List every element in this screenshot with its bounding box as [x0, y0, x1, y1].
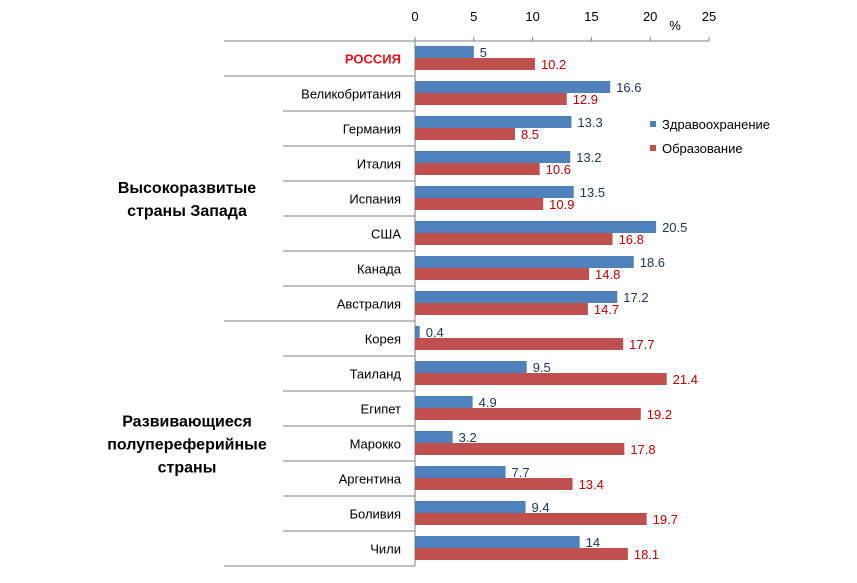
- bar-health: [415, 431, 453, 443]
- bar-education: [415, 233, 613, 245]
- bar-health: [415, 466, 506, 478]
- data-label-education: 8.5: [521, 127, 539, 142]
- bar-health: [415, 291, 618, 303]
- data-label-education: 21.4: [673, 372, 698, 387]
- data-label-education: 10.2: [541, 57, 566, 72]
- legend-label: Здравоохранение: [662, 117, 770, 132]
- group-label: Высокоразвитые страны Запада: [118, 180, 256, 220]
- bar-education: [415, 128, 515, 140]
- data-label-education: 12.9: [573, 92, 598, 107]
- data-label-education: 16.8: [619, 232, 644, 247]
- bar-education: [415, 513, 647, 525]
- data-label-health: 13.5: [580, 185, 605, 200]
- group-label-line: страны Запада: [127, 203, 247, 220]
- bar-education: [415, 408, 641, 420]
- x-tick-label: 20: [643, 9, 657, 24]
- category-label: Италия: [357, 157, 401, 172]
- bar-education: [415, 303, 588, 315]
- category-label: Германия: [343, 122, 401, 137]
- bar-education: [415, 58, 535, 70]
- bar-education: [415, 373, 667, 385]
- data-label-education: 19.7: [653, 512, 678, 527]
- data-label-education: 18.1: [634, 547, 659, 562]
- x-tick-label: 15: [584, 9, 598, 24]
- data-label-health: 9.5: [533, 360, 551, 375]
- category-label: Египет: [361, 402, 402, 417]
- category-label: Корея: [365, 332, 401, 347]
- group-label-line: полупереферийные: [107, 437, 267, 454]
- bar-health: [415, 116, 572, 128]
- bar-education: [415, 268, 590, 280]
- data-label-education: 14.8: [595, 267, 620, 282]
- bars: 5 10.2 16.6 12.9 13.3 8.5 13.2 10.6 13.5 10.9 20.5…: [415, 45, 698, 562]
- category-label: США: [371, 227, 401, 242]
- data-label-health: 14: [586, 535, 600, 550]
- group-label: Развивающиеся полупереферийные страны: [107, 414, 267, 477]
- bar-health: [415, 46, 474, 58]
- category-label: Таиланд: [350, 367, 402, 382]
- category-rows: РОССИЯ Великобритания Германия Италия Испани…: [224, 40, 415, 567]
- bar-health: [415, 501, 526, 513]
- legend-swatch: [650, 121, 656, 127]
- data-label-health: 18.6: [640, 255, 665, 270]
- x-unit-label: %: [669, 18, 681, 33]
- data-label-education: 17.7: [629, 337, 654, 352]
- group-labels: Высокоразвитые страны Запада Развивающиеся…: [107, 180, 267, 477]
- bar-health: [415, 361, 527, 373]
- category-label: Марокко: [350, 437, 401, 452]
- bar-health: [415, 326, 420, 338]
- legend: Здравоохранение Образование: [650, 117, 770, 156]
- bar-education: [415, 338, 624, 350]
- data-label-health: 5: [480, 45, 487, 60]
- group-label-line: страны: [158, 460, 217, 477]
- bar-health: [415, 536, 580, 548]
- data-label-health: 17.2: [623, 290, 648, 305]
- x-tick-label: 5: [470, 9, 477, 24]
- bar-education: [415, 443, 625, 455]
- category-label: Великобритания: [301, 87, 401, 102]
- category-label: Канада: [357, 262, 402, 277]
- data-label-health: 20.5: [662, 220, 687, 235]
- category-label: Боливия: [349, 507, 401, 522]
- bar-health: [415, 221, 657, 233]
- data-label-education: 17.8: [630, 442, 655, 457]
- data-label-health: 9.4: [532, 500, 550, 515]
- data-label-health: 7.7: [512, 465, 530, 480]
- data-label-health: 13.3: [577, 115, 602, 130]
- bar-education: [415, 478, 573, 490]
- category-label: РОССИЯ: [345, 52, 401, 67]
- bar-health: [415, 186, 574, 198]
- data-label-health: 3.2: [459, 430, 477, 445]
- data-label-education: 10.6: [546, 162, 571, 177]
- x-tick-label: 0: [411, 9, 418, 24]
- category-label: Австралия: [337, 297, 401, 312]
- bar-health: [415, 81, 611, 93]
- bar-education: [415, 93, 567, 105]
- bar-education: [415, 548, 628, 560]
- bar-education: [415, 198, 544, 210]
- data-label-health: 16.6: [616, 80, 641, 95]
- group-label-line: Развивающиеся: [122, 414, 252, 431]
- category-label: Аргентина: [339, 472, 402, 487]
- x-tick-label: 10: [525, 9, 539, 24]
- bar-health: [415, 256, 634, 268]
- data-label-education: 14.7: [594, 302, 619, 317]
- x-tick-label: 25: [702, 9, 716, 24]
- bar-health: [415, 396, 473, 408]
- data-label-health: 4.9: [479, 395, 497, 410]
- data-label-education: 10.9: [549, 197, 574, 212]
- legend-label: Образование: [662, 141, 743, 156]
- data-label-education: 13.4: [579, 477, 604, 492]
- category-label: Испания: [349, 192, 401, 207]
- data-label-education: 19.2: [647, 407, 672, 422]
- bar-health: [415, 151, 571, 163]
- category-label: Чили: [370, 542, 401, 557]
- group-label-line: Высокоразвитые: [118, 180, 256, 197]
- bar-education: [415, 163, 540, 175]
- legend-swatch: [650, 145, 656, 151]
- data-label-health: 0.4: [426, 325, 444, 340]
- data-label-health: 13.2: [576, 150, 601, 165]
